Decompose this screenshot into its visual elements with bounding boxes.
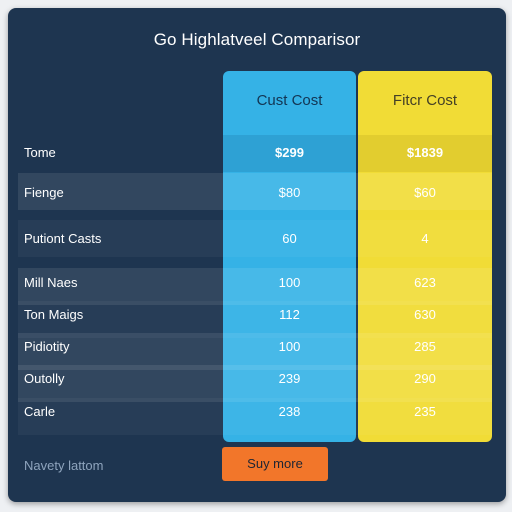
fitcr-cost-value: 290	[414, 371, 436, 386]
cust-cost-value: 112	[279, 307, 300, 322]
row-label: Outolly	[24, 371, 65, 386]
row-label: Tome	[24, 145, 56, 160]
cust-cost-value: 239	[278, 371, 301, 386]
cust-cost-value: 100	[278, 339, 301, 354]
row-highlight-yellow	[358, 135, 492, 172]
row-band	[18, 301, 492, 338]
row-band	[18, 365, 492, 402]
column-header-fitcr-cost: Fitcr Cost	[392, 92, 458, 109]
row-band	[18, 220, 492, 257]
row-label: Pidiotity	[24, 339, 70, 354]
cust-cost-value: 238	[278, 404, 301, 419]
row-band	[18, 398, 492, 435]
fitcr-cost-value: 285	[414, 339, 436, 354]
fitcr-cost-value: 4	[421, 231, 429, 246]
buy-more-button[interactable]: Suy more	[222, 447, 328, 481]
column-fitcr-cost: Fitcr Cost	[358, 71, 492, 442]
fitcr-cost-value: 623	[414, 275, 436, 290]
footer-link[interactable]: Navety lattom	[24, 458, 104, 473]
column-cust-cost: Cust Cost	[223, 71, 356, 442]
fitcr-cost-value: $1839	[406, 145, 444, 160]
cust-cost-value: $299	[275, 145, 304, 160]
row-highlight-blue	[223, 135, 356, 172]
row-band	[18, 173, 492, 210]
row-band	[18, 333, 492, 370]
row-label: Fienge	[24, 185, 64, 200]
column-header-cust-cost: Cust Cost	[256, 92, 323, 109]
row-label: Putiont Casts	[24, 231, 102, 246]
cust-cost-value: 60	[282, 231, 297, 246]
page-title: Go Highlatveel Comparisor	[153, 30, 361, 49]
cust-cost-value: 100	[278, 275, 301, 290]
fitcr-cost-value: $60	[414, 185, 436, 200]
row-label: Ton Maigs	[24, 307, 84, 322]
fitcr-cost-value: 630	[414, 307, 436, 322]
cust-cost-value: $80	[278, 185, 301, 200]
comparison-card: Go Highlatveel Comparisor Cust Cost Fitc…	[8, 8, 506, 502]
fitcr-cost-value: 235	[414, 404, 436, 419]
row-label: Mill Naes	[24, 275, 78, 290]
row-label: Carle	[24, 404, 56, 419]
row-band	[18, 268, 492, 305]
